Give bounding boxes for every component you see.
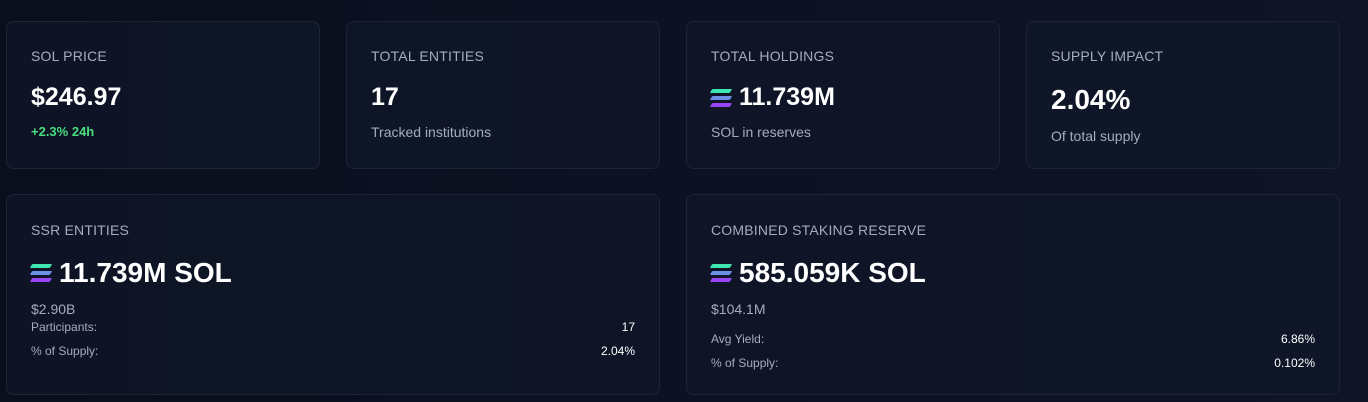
card-label: COMBINED STAKING RESERVE	[711, 222, 927, 238]
card-subtitle: Of total supply	[1051, 128, 1141, 144]
card-subtitle: Tracked institutions	[371, 124, 492, 140]
ssr-supply-row: % of Supply: 2.04%	[31, 344, 635, 358]
card-label: TOTAL ENTITIES	[371, 48, 485, 64]
ssr-usd: $2.90B	[31, 301, 76, 317]
sol-price-value: $246.97	[31, 83, 122, 111]
card-label: SSR ENTITIES	[31, 222, 130, 238]
total-holdings-card: TOTAL HOLDINGS 11.739M SOL in reserves	[686, 21, 1000, 169]
ssr-participants-row: Participants: 17	[31, 320, 635, 334]
csr-supply-row: % of Supply: 0.102%	[711, 356, 1315, 370]
row-label: % of Supply:	[711, 356, 779, 370]
ssr-entities-card: SSR ENTITIES 11.739M SOL $2.90B Particip…	[6, 194, 660, 395]
row-value: 17	[621, 320, 635, 334]
total-holdings: 11.739M	[709, 83, 835, 112]
row-value: 6.86%	[1280, 332, 1315, 346]
card-subtitle: SOL in reserves	[711, 124, 811, 140]
card-label: SOL PRICE	[31, 48, 107, 64]
total-holdings-value: 11.739M	[739, 83, 835, 111]
csr-value: 585.059K SOL	[739, 257, 926, 288]
csr-yield-row: Avg Yield: 6.86%	[711, 332, 1315, 346]
supply-impact-card: SUPPLY IMPACT 2.04% Of total supply	[1026, 21, 1340, 169]
combined-staking-reserve-card: COMBINED STAKING RESERVE 585.059K SOL $1…	[686, 194, 1340, 395]
solana-icon	[709, 264, 733, 282]
sol-price-card: SOL PRICE $246.97 +2.3% 24h	[6, 21, 320, 169]
supply-impact-value: 2.04%	[1051, 84, 1131, 115]
solana-icon	[29, 264, 53, 282]
csr-total: 585.059K SOL	[709, 257, 926, 289]
row-value: 0.102%	[1274, 356, 1315, 370]
card-label: SUPPLY IMPACT	[1051, 48, 1164, 64]
total-entities-card: TOTAL ENTITIES 17 Tracked institutions	[346, 21, 660, 169]
csr-usd: $104.1M	[711, 301, 766, 317]
ssr-total: 11.739M SOL	[29, 257, 232, 289]
solana-icon	[709, 88, 733, 107]
row-label: % of Supply:	[31, 344, 99, 358]
ssr-value: 11.739M SOL	[59, 257, 232, 288]
card-label: TOTAL HOLDINGS	[711, 48, 835, 64]
price-change: +2.3% 24h	[31, 124, 95, 139]
total-entities-value: 17	[371, 83, 399, 111]
row-label: Participants:	[31, 320, 98, 334]
row-label: Avg Yield:	[711, 332, 765, 346]
row-value: 2.04%	[600, 344, 635, 358]
